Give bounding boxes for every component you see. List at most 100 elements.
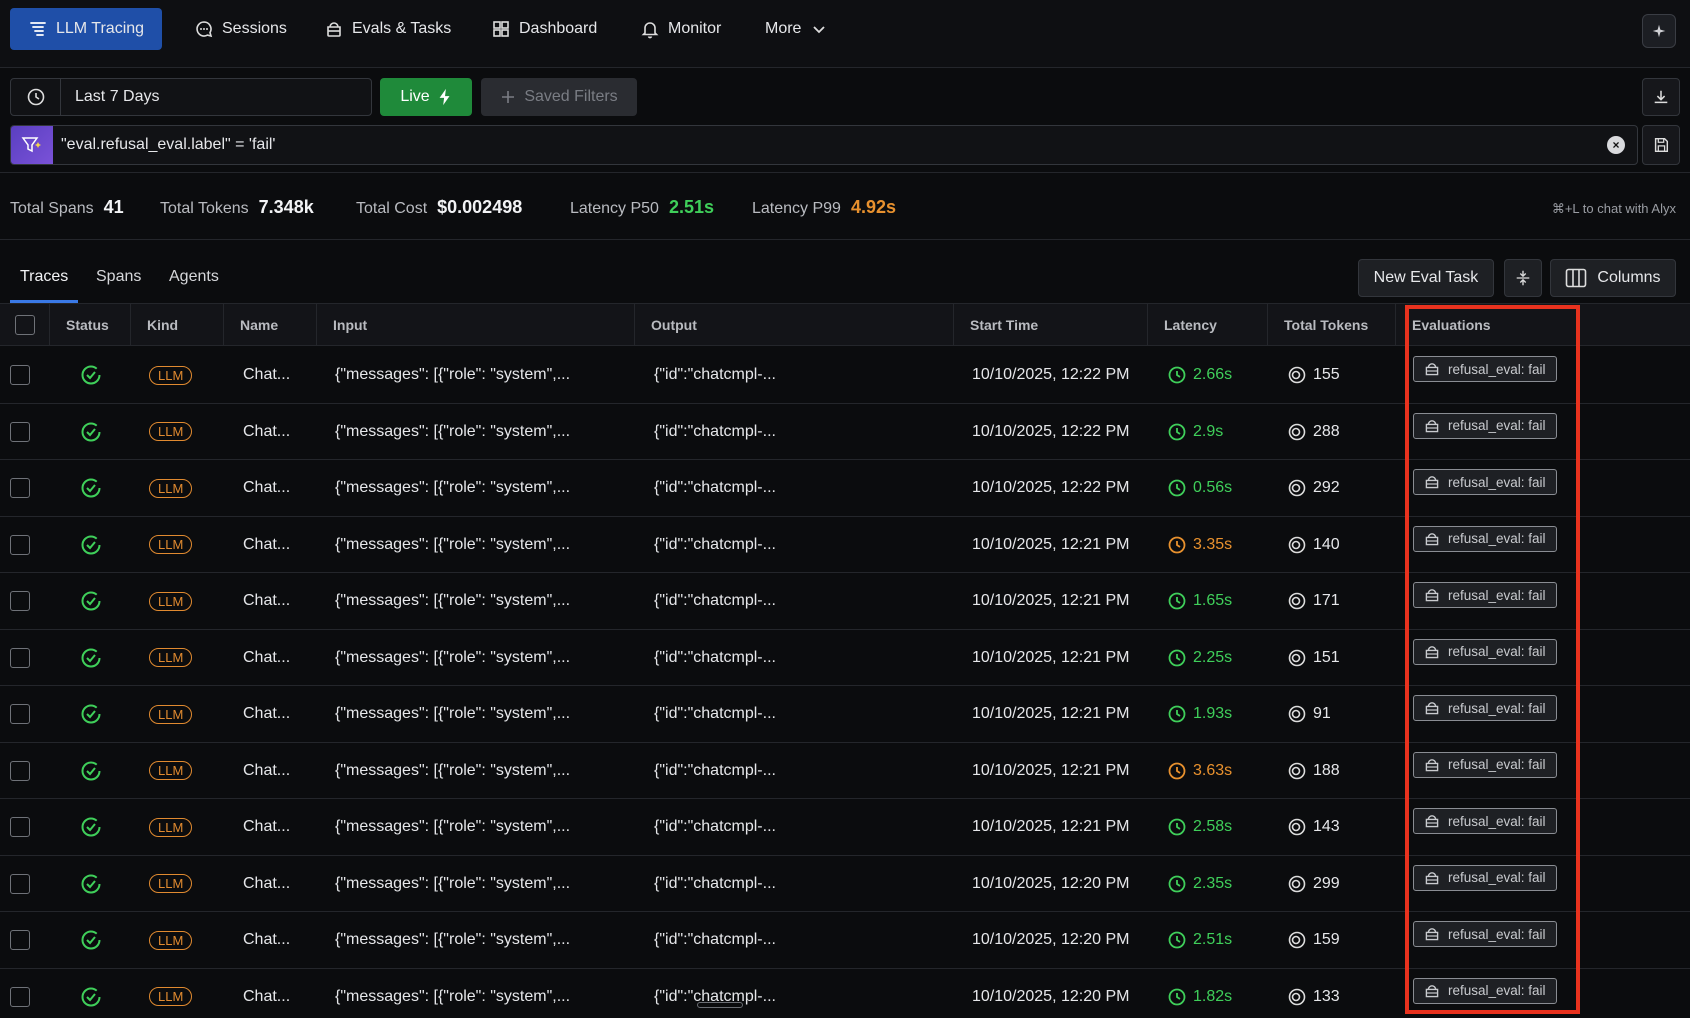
output-cell[interactable]: {"id":"chatcmpl-... [654,592,776,609]
tab-agents[interactable]: Agents [169,268,219,285]
eval-badge[interactable]: refusal_eval: fail [1413,864,1557,891]
eval-badge[interactable]: refusal_eval: fail [1413,751,1557,778]
col-kind[interactable]: Kind [131,304,224,346]
col-evaluations[interactable]: Evaluations [1412,317,1491,333]
table-row[interactable]: LLM Chat... {"messages": [{"role": "system… [0,347,1690,404]
table-row[interactable]: LLM Chat... {"messages": [{"role": "system… [0,517,1690,573]
col-name[interactable]: Name [224,304,317,346]
saved-filters-button[interactable]: Saved Filters [481,78,637,116]
row-checkbox[interactable] [10,591,30,611]
scroll-handle[interactable] [697,1002,743,1008]
eval-badge[interactable]: refusal_eval: fail [1413,582,1557,608]
table-row[interactable]: LLM Chat... {"messages": [{"role": "system… [0,969,1690,1018]
col-output[interactable]: Output [635,304,954,346]
table-row[interactable]: LLM Chat... {"messages": [{"role": "system… [0,630,1690,686]
eval-badge[interactable]: refusal_eval: fail [1413,412,1557,439]
row-checkbox[interactable] [10,930,30,950]
nav-more[interactable]: More [747,8,847,50]
table-row[interactable]: LLM Chat... {"messages": [{"role": "system… [0,856,1690,912]
table-row[interactable]: LLM Chat... {"messages": [{"role": "system… [0,799,1690,856]
live-button[interactable]: Live [380,78,472,116]
row-checkbox[interactable] [10,873,30,894]
name-cell[interactable]: Chat... [243,761,291,779]
eval-badge[interactable]: refusal_eval: fail [1413,808,1557,834]
output-cell[interactable]: {"id":"chatcmpl-... [654,818,776,835]
name-cell[interactable]: Chat... [243,366,291,383]
eval-badge[interactable]: refusal_eval: fail [1413,695,1557,721]
query-text[interactable]: "eval.refusal_eval.label" = 'fail' [61,136,276,153]
input-cell[interactable]: {"messages": [{"role": "system",... [335,705,571,722]
name-cell[interactable]: Chat... [243,479,291,496]
name-cell[interactable]: Chat... [243,592,291,609]
row-checkbox[interactable] [10,478,30,498]
col-start-time[interactable]: Start Time [954,304,1148,346]
eval-badge[interactable]: refusal_eval: fail [1413,921,1557,947]
time-range-picker[interactable]: Last 7 Days [10,78,372,116]
download-button[interactable] [1642,78,1680,116]
output-cell[interactable]: {"id":"chatcmpl-... [654,874,776,892]
row-checkbox[interactable] [10,986,30,1007]
table-row[interactable]: LLM Chat... {"messages": [{"role": "system… [0,743,1690,799]
input-cell[interactable]: {"messages": [{"role": "system",... [335,535,571,553]
nav-monitor[interactable]: Monitor [622,8,739,50]
output-cell[interactable]: {"id":"chatcmpl-... [654,535,776,553]
nav-evals-tasks[interactable]: Evals & Tasks [306,8,469,50]
new-eval-task-button[interactable]: New Eval Task [1358,259,1494,297]
row-checkbox[interactable] [10,760,30,781]
nav-sessions[interactable]: Sessions [176,8,305,50]
output-cell[interactable]: {"id":"chatcmpl-... [654,761,776,779]
eval-badge[interactable]: refusal_eval: fail [1413,638,1557,665]
name-cell[interactable]: Chat... [243,422,291,440]
tab-traces[interactable]: Traces [20,268,69,285]
name-cell[interactable]: Chat... [243,535,291,553]
nav-llm-tracing[interactable]: LLM Tracing [10,8,163,50]
name-cell[interactable]: Chat... [243,818,291,835]
table-row[interactable]: LLM Chat... {"messages": [{"role": "system… [0,912,1690,969]
output-cell[interactable]: {"id":"chatcmpl-... [654,479,776,496]
eval-badge[interactable]: refusal_eval: fail [1413,977,1557,1004]
table-row[interactable]: LLM Chat... {"messages": [{"role": "system… [0,686,1690,743]
eval-badge[interactable]: refusal_eval: fail [1413,525,1557,552]
output-cell[interactable]: {"id":"chatcmpl-... [654,648,776,666]
col-total-tokens[interactable]: Total Tokens [1268,304,1396,346]
input-cell[interactable]: {"messages": [{"role": "system",... [335,366,571,383]
clear-query-icon[interactable]: × [1607,136,1625,154]
output-cell[interactable]: {"id":"chatcmpl-... [654,422,776,440]
name-cell[interactable]: Chat... [243,648,291,666]
output-cell[interactable]: {"id":"chatcmpl-... [654,987,776,1005]
col-latency[interactable]: Latency [1148,304,1268,346]
row-checkbox[interactable] [10,365,30,385]
eval-badge[interactable]: refusal_eval: fail [1413,356,1557,382]
tab-spans[interactable]: Spans [96,268,142,285]
input-cell[interactable]: {"messages": [{"role": "system",... [335,818,571,835]
col-status[interactable]: Status [50,304,131,346]
name-cell[interactable]: Chat... [243,931,291,948]
name-cell[interactable]: Chat... [243,987,291,1005]
name-cell[interactable]: Chat... [243,874,291,892]
row-checkbox[interactable] [10,534,30,555]
output-cell[interactable]: {"id":"chatcmpl-... [654,366,776,383]
row-density-button[interactable] [1504,259,1542,297]
output-cell[interactable]: {"id":"chatcmpl-... [654,931,776,948]
row-checkbox[interactable] [10,817,30,837]
eval-badge[interactable]: refusal_eval: fail [1413,469,1557,495]
input-cell[interactable]: {"messages": [{"role": "system",... [335,479,571,496]
input-cell[interactable]: {"messages": [{"role": "system",... [335,874,571,892]
output-cell[interactable]: {"id":"chatcmpl-... [654,705,776,722]
row-checkbox[interactable] [10,647,30,668]
ai-assistant-button[interactable] [1642,14,1676,48]
input-cell[interactable]: {"messages": [{"role": "system",... [335,592,571,609]
row-checkbox[interactable] [10,704,30,724]
col-input[interactable]: Input [317,304,635,346]
select-all-checkbox[interactable] [14,315,35,335]
input-cell[interactable]: {"messages": [{"role": "system",... [335,931,571,948]
input-cell[interactable]: {"messages": [{"role": "system",... [335,761,571,779]
columns-button[interactable]: Columns [1550,259,1676,297]
nav-dashboard[interactable]: Dashboard [473,8,615,50]
row-checkbox[interactable] [10,421,30,442]
table-row[interactable]: LLM Chat... {"messages": [{"role": "system… [0,460,1690,517]
table-row[interactable]: LLM Chat... {"messages": [{"role": "system… [0,573,1690,630]
table-row[interactable]: LLM Chat... {"messages": [{"role": "system… [0,404,1690,460]
name-cell[interactable]: Chat... [243,705,291,722]
input-cell[interactable]: {"messages": [{"role": "system",... [335,987,571,1005]
